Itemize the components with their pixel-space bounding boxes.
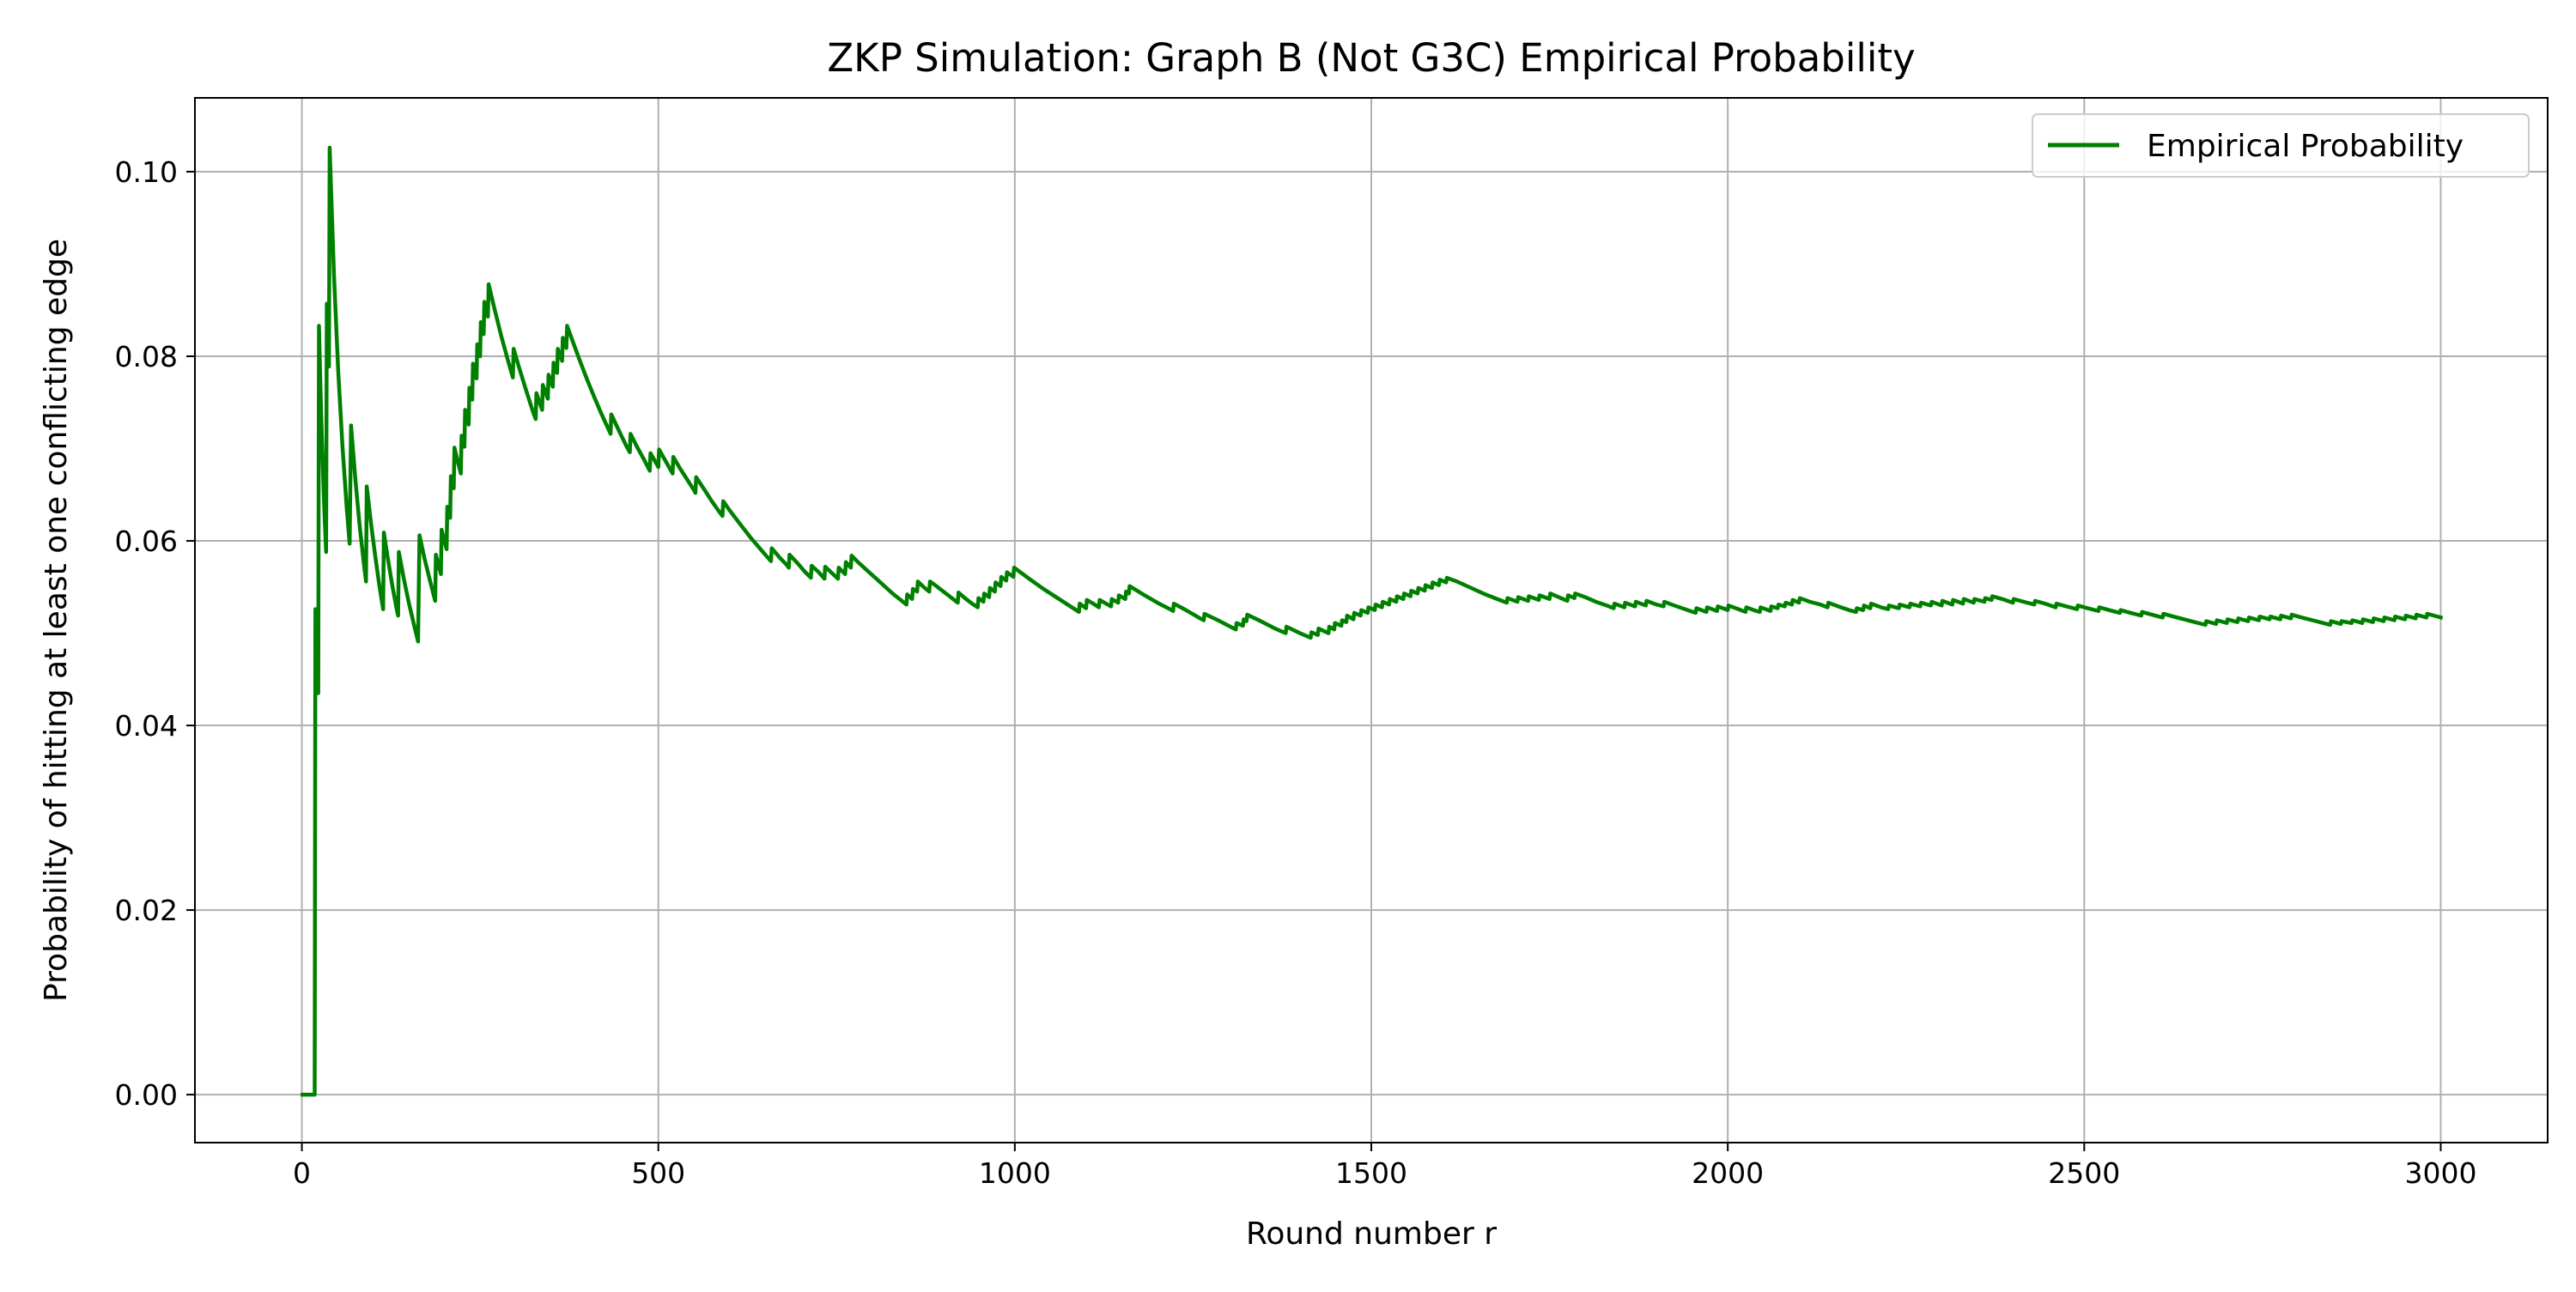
series-group (301, 145, 2444, 1097)
y-tick-label: 0.02 (115, 894, 178, 927)
y-tick-label: 0.10 (115, 155, 178, 189)
y-tick-label: 0.00 (115, 1078, 178, 1112)
x-axis-label: Round number r (1246, 1216, 1497, 1252)
y-tick-label: 0.06 (115, 525, 178, 558)
y-axis: 0.00 0.02 0.04 0.06 0.08 0.10 (115, 155, 195, 1112)
grid (195, 98, 2548, 1143)
series-line (301, 145, 2444, 1097)
y-axis-label: Probability of hitting at least one conf… (39, 239, 74, 1002)
x-tick-label: 2500 (2048, 1156, 2120, 1190)
legend-label: Empirical Probability (2147, 129, 2464, 164)
x-tick-label: 3000 (2404, 1156, 2476, 1190)
x-tick-label: 2000 (1692, 1156, 1764, 1190)
x-tick-label: 500 (631, 1156, 685, 1190)
legend-box (2032, 113, 2530, 178)
x-axis: 0 500 1000 1500 2000 2500 3000 (293, 1143, 2476, 1190)
y-tick-label: 0.04 (115, 709, 178, 743)
chart-title: ZKP Simulation: Graph B (Not G3C) Empiri… (827, 35, 1915, 81)
y-tick-label: 0.08 (115, 340, 178, 373)
legend: Empirical Probability (2032, 113, 2530, 178)
x-tick-label: 1500 (1335, 1156, 1407, 1190)
x-tick-label: 1000 (979, 1156, 1051, 1190)
x-tick-label: 0 (293, 1156, 311, 1190)
